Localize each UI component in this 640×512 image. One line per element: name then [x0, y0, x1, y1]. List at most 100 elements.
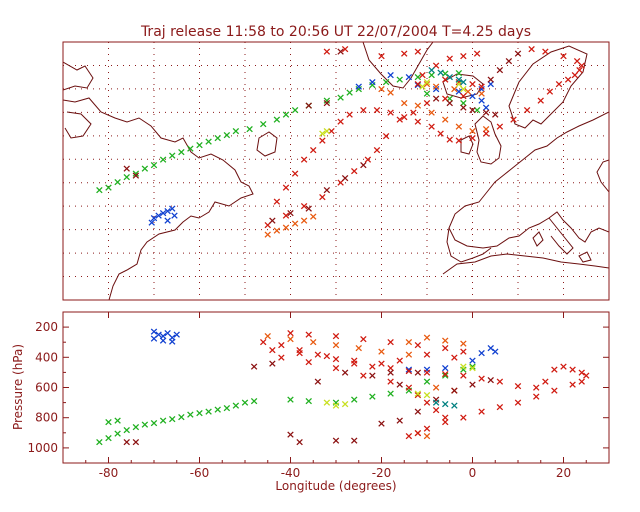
- profile-trajectory-point: ×: [249, 395, 258, 408]
- profile-trajectory-point: ×: [113, 414, 122, 427]
- coastlines: [63, 42, 609, 300]
- map-trajectory-point: ×: [495, 120, 504, 133]
- coastline-italy: [548, 217, 574, 255]
- profile-trajectory-point: ×: [340, 366, 349, 379]
- y-tick-label: 600: [35, 381, 58, 395]
- profile-trajectory-point: ×: [386, 366, 395, 379]
- map-trajectory-point: ×: [541, 45, 550, 58]
- profile-trajectory-point: ×: [240, 396, 249, 409]
- map-trajectory-point: ×: [158, 207, 167, 220]
- profile-trajectory-point: ×: [368, 360, 377, 373]
- profile-trajectory-point: ×: [395, 414, 404, 427]
- coastline-north-america: [63, 97, 254, 300]
- map-trajectory-point: ×: [527, 43, 536, 56]
- map-trajectory-point: ×: [477, 87, 486, 100]
- profile-trajectory-point: ×: [331, 434, 340, 447]
- map-trajectory-point: ×: [422, 75, 431, 88]
- profile-trajectory-point: ×: [459, 369, 468, 382]
- map-trajectory-point: ×: [459, 50, 468, 63]
- profile-trajectory-point: ×: [286, 333, 295, 346]
- profile-trajectory-point: ×: [477, 346, 486, 359]
- profile-trajectory-point: ×: [186, 408, 195, 421]
- map-trajectory-point: ×: [418, 68, 427, 81]
- profile-trajectory-point: ×: [331, 339, 340, 352]
- map-trajectory-point: ×: [413, 71, 422, 84]
- coastline-caspian: [596, 159, 609, 193]
- profile-trajectory-point: ×: [550, 384, 559, 397]
- map-trajectory-point: ×: [459, 89, 468, 102]
- profile-trajectory-point: ×: [359, 333, 368, 346]
- profile-trajectory-point: ×: [295, 346, 304, 359]
- map-trajectory-point: ×: [445, 133, 454, 146]
- profile-trajectory-point: ×: [309, 336, 318, 349]
- map-trajectory-point: ×: [281, 181, 290, 194]
- map-plot-area: × × × × × × × × × × × × × × × × × × × × × × × × × × × × × × × × ×× × ×××××…: [63, 42, 609, 300]
- profile-trajectory-point: ×: [441, 367, 450, 380]
- profile-trajectory-point: ×: [386, 336, 395, 349]
- profile-trajectory-point: ×: [286, 393, 295, 406]
- map-trajectory-point: ×: [413, 79, 422, 92]
- profile-trajectory-point: ×: [468, 378, 477, 391]
- map-trajectory-point: ×: [381, 129, 390, 142]
- map-trajectory-point: ×: [513, 47, 522, 60]
- coastline-britain: [474, 115, 502, 165]
- profile-trajectory-point: ×: [541, 375, 550, 388]
- profile-trajectory-point: ×: [122, 423, 131, 436]
- map-trajectory-point: ×: [486, 73, 495, 86]
- profile-trajectory-point: ×: [441, 411, 450, 424]
- map-trajectory-point: ×: [304, 99, 313, 112]
- profile-trajectory-point: ×: [450, 351, 459, 364]
- map-trajectory-point: ×: [395, 113, 404, 126]
- profile-trajectory-point: ×: [441, 334, 450, 347]
- profile-trajectory-point: ×: [231, 399, 240, 412]
- profile-trajectory-point: ×: [422, 366, 431, 379]
- map-trajectory-point: ×: [454, 85, 463, 98]
- map-trajectory-point: ×: [409, 106, 418, 119]
- profile-trajectory-point: ×: [122, 435, 131, 448]
- map-trajectory-point: ×: [381, 75, 390, 88]
- map-trajectory-point: ×: [427, 120, 436, 133]
- profile-trajectory-point: ×: [513, 379, 522, 392]
- x-tick-label: -20: [372, 466, 392, 480]
- map-trajectory-point: ×: [454, 120, 463, 133]
- profile-trajectory-point: ×: [331, 361, 340, 374]
- map-trajectory-point: ×: [186, 142, 195, 155]
- profile-trajectory-point: ×: [304, 395, 313, 408]
- profile-trajectory-point: ×: [386, 361, 395, 374]
- map-trajectory-point: ×: [170, 209, 179, 222]
- profile-trajectory-point: ×: [354, 342, 363, 355]
- map-trajectory-point: ×: [454, 134, 463, 147]
- profile-trajectory-point: ×: [568, 378, 577, 391]
- map-trajectory-point: ×: [350, 165, 359, 178]
- profile-trajectory-point: ×: [582, 369, 591, 382]
- profile-trajectory-point: ×: [95, 435, 104, 448]
- map-trajectory-point: ×: [368, 79, 377, 92]
- map-trajectory-point: ×: [422, 78, 431, 91]
- map-trajectory-point: ×: [427, 68, 436, 81]
- profile-trajectory-point: ×: [477, 372, 486, 385]
- map-trajectory-point: ×: [290, 167, 299, 180]
- profile-trajectory-point: ×: [422, 375, 431, 388]
- map-trajectory-point: ×: [281, 108, 290, 121]
- map-trajectory-point: ×: [386, 86, 395, 99]
- profile-trajectory-point: ×: [195, 407, 204, 420]
- coastline-greenland: [362, 42, 434, 89]
- map-trajectory-point: ×: [259, 118, 268, 131]
- coastline-ireland: [460, 135, 474, 155]
- map-trajectory-point: ×: [491, 108, 500, 121]
- map-trajectory-point: ×: [340, 43, 349, 56]
- coastline-north-africa: [442, 253, 609, 275]
- map-trajectory-point: ×: [386, 68, 395, 81]
- map-trajectory-point: ×: [445, 96, 454, 109]
- map-trajectory-point: ×: [459, 82, 468, 95]
- map-trajectory-point: ×: [427, 64, 436, 77]
- map-trajectory-point: ×: [477, 82, 486, 95]
- map-trajectory-point: ×: [345, 86, 354, 99]
- profile-trajectory-point: ×: [204, 405, 213, 418]
- profile-trajectory-point: ×: [113, 427, 122, 440]
- map-trajectory-point: ×: [168, 149, 177, 162]
- profile-trajectory-markers: × × × × × × × × × × × × × × × × × ×× ×× × × × × × ×× × × ××××××× × ××…: [95, 325, 591, 448]
- profile-trajectory-point: ×: [431, 404, 440, 417]
- profile-trajectory-point: ×: [486, 373, 495, 386]
